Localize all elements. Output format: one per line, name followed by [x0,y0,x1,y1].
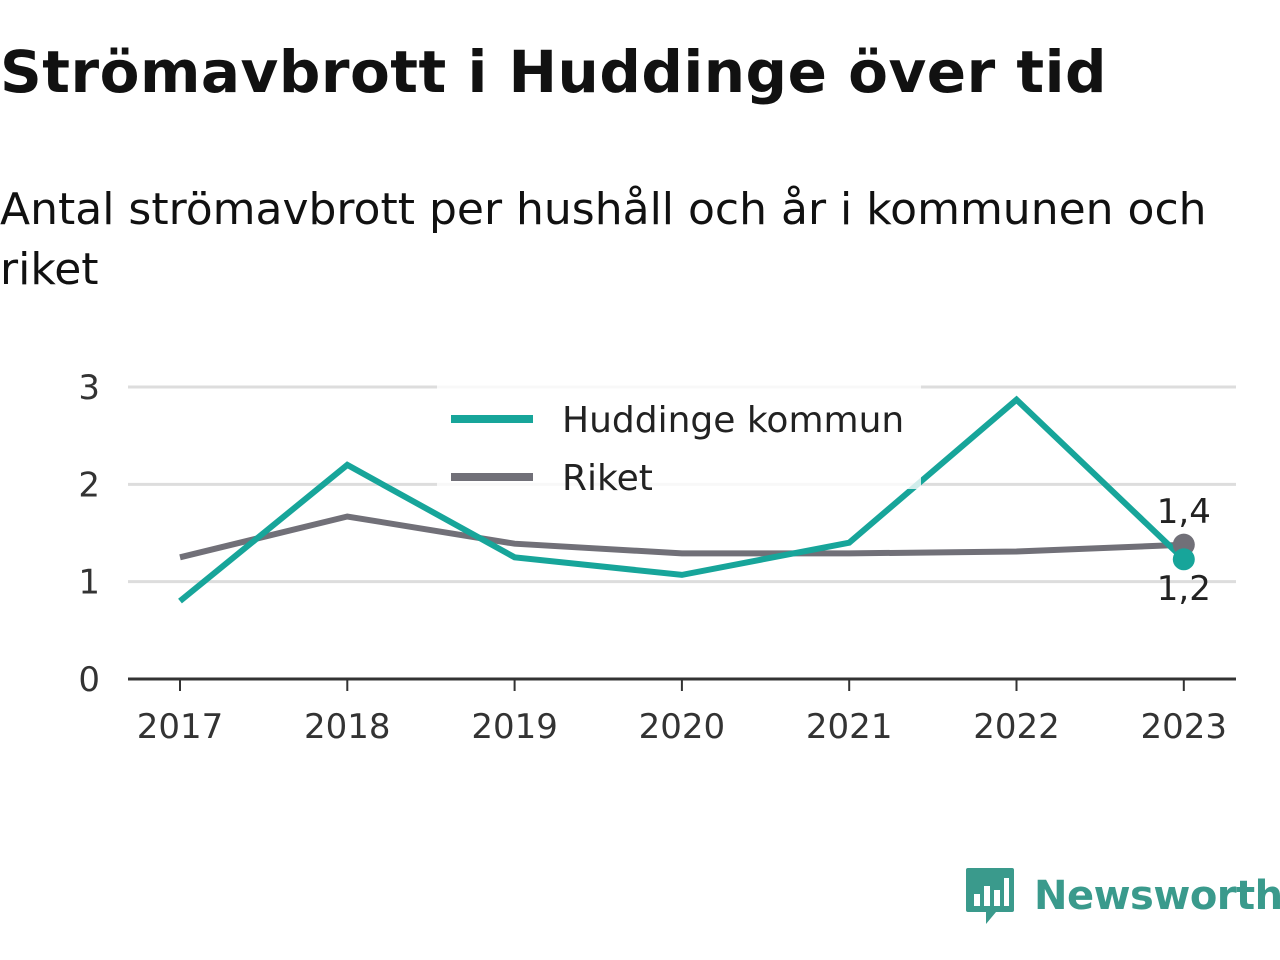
y-axis-ticks: 0 1 2 3 [78,368,100,700]
y-tick-label-2: 2 [78,465,100,505]
x-tick-label-2020: 2020 [639,707,726,747]
x-tick-label-2023: 2023 [1141,707,1228,747]
series-line-riket [179,513,1184,561]
chart-subtitle: Antal strömavbrott per hushåll och år i … [0,184,1207,295]
x-tick-label-2021: 2021 [806,707,893,747]
x-tick-label-2019: 2019 [471,707,558,747]
brand-name: Newsworthy [1034,873,1280,919]
x-axis: 2017 2018 2019 2020 2021 2022 2023 [128,677,1236,747]
x-tick-label-2018: 2018 [304,707,391,747]
x-tick-label-2017: 2017 [137,707,224,747]
end-label-huddinge: 1,2 [1157,569,1211,609]
legend-background [437,385,921,489]
series-lines [178,395,1186,604]
legend: Huddinge kommun Riket [437,385,921,499]
y-tick-label-3: 3 [78,368,100,408]
chart-title: Strömavbrott i Huddinge över tid [0,38,1108,106]
y-tick-label-0: 0 [78,660,100,700]
series-line-huddinge-kommun [178,395,1186,604]
end-markers: 1,4 1,2 [1157,492,1211,609]
brand-logo: Newsworthy [964,866,1280,926]
newsworthy-chart-badge-icon [966,868,1014,924]
x-tick-label-2022: 2022 [973,707,1060,747]
end-label-riket: 1,4 [1157,492,1211,532]
legend-label-0: Huddinge kommun [562,400,904,441]
y-tick-label-1: 1 [78,563,100,603]
legend-label-1: Riket [562,458,653,499]
end-point-huddinge [1172,548,1195,571]
